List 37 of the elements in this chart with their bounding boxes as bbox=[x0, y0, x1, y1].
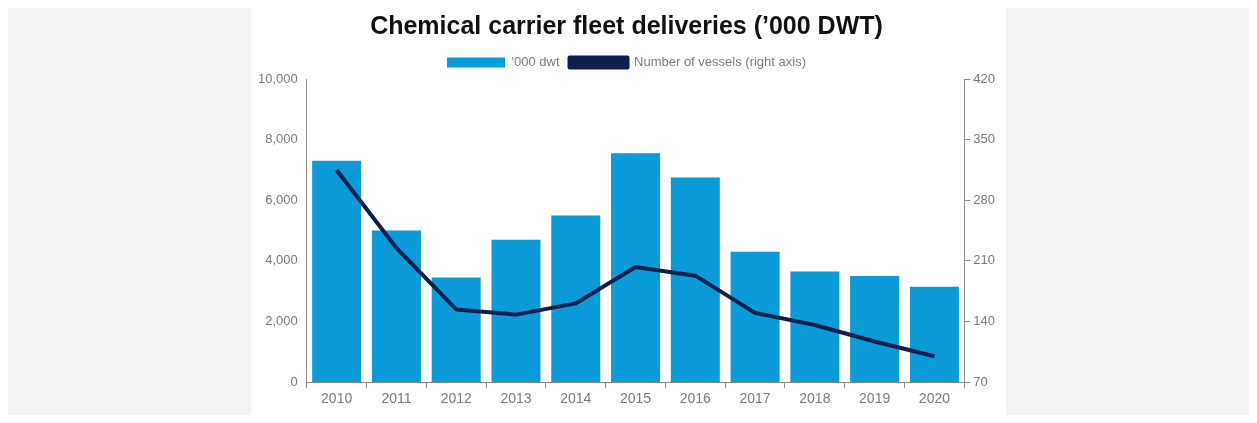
bar bbox=[670, 177, 720, 383]
y2-tick-label: 70 bbox=[973, 373, 988, 389]
y-tick-label: 4,000 bbox=[265, 252, 298, 268]
bar bbox=[371, 230, 421, 383]
x-tick-label: 2020 bbox=[918, 390, 951, 407]
x-tick-label: 2011 bbox=[381, 390, 412, 407]
bar bbox=[551, 215, 601, 383]
y2-tick-label: 210 bbox=[973, 252, 996, 268]
legend-label: Number of vessels (right axis) bbox=[634, 54, 806, 70]
bar bbox=[790, 271, 840, 383]
x-tick-label: 2015 bbox=[619, 390, 652, 407]
x-tick-label: 2019 bbox=[859, 390, 891, 407]
legend-label: '000 dwt bbox=[511, 54, 560, 70]
x-tick-label: 2017 bbox=[739, 390, 771, 407]
y-tick-label: 10,000 bbox=[258, 70, 298, 86]
x-tick-label: 2012 bbox=[440, 390, 472, 407]
bar bbox=[491, 239, 541, 383]
x-tick-label: 2014 bbox=[560, 390, 592, 407]
bar bbox=[312, 160, 362, 383]
bar bbox=[909, 286, 959, 383]
y-tick-label: 8,000 bbox=[265, 131, 298, 147]
y2-tick-label: 140 bbox=[973, 313, 996, 329]
y-tick-label: 2,000 bbox=[265, 313, 298, 329]
bar bbox=[611, 153, 661, 383]
x-tick-label: 2013 bbox=[500, 390, 532, 407]
x-tick-label: 2018 bbox=[799, 390, 831, 407]
chart-title: Chemical carrier fleet deliveries (’000 DWT) bbox=[370, 10, 883, 39]
y2-tick-label: 280 bbox=[973, 191, 996, 207]
x-tick-label: 2010 bbox=[321, 390, 353, 407]
bar bbox=[730, 251, 780, 383]
y2-tick-label: 420 bbox=[973, 70, 996, 86]
bar bbox=[850, 276, 900, 383]
x-tick-label: 2016 bbox=[679, 390, 712, 407]
y-tick-label: 6,000 bbox=[265, 191, 298, 207]
y2-tick-label: 350 bbox=[973, 131, 996, 147]
bar bbox=[431, 277, 481, 383]
y-tick-label: 0 bbox=[290, 373, 298, 389]
